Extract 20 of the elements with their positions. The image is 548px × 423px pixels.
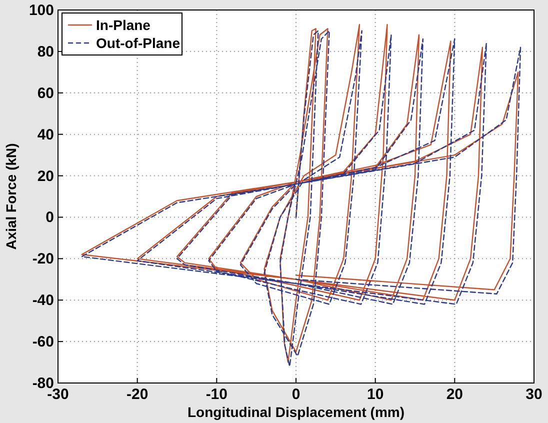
legend-label: Out-of-Plane [96,35,180,51]
y-tick-label: 40 [37,126,54,144]
x-tick-label: 0 [292,386,300,403]
y-tick-label: -40 [32,292,54,310]
x-axis-title: Longitudinal Displacement (mm) [187,404,405,420]
y-tick-label: 0 [46,209,54,226]
x-tick-label: 20 [446,386,464,403]
x-tick-label: 10 [366,386,384,403]
y-tick-label: 100 [28,2,54,19]
y-tick-label: 60 [37,84,54,102]
x-tick-label: -10 [206,386,228,403]
x-tick-label: 30 [526,386,542,403]
y-tick-label: -20 [32,250,54,268]
y-tick-label: 20 [37,168,54,185]
x-tick-label: -20 [126,386,148,403]
y-tick-label: -60 [32,334,54,351]
y-axis-title: Axial Force (kN) [3,143,19,250]
y-tick-label: -80 [32,375,54,392]
legend-label: In-Plane [96,17,151,33]
y-tick-label: 80 [37,43,54,60]
